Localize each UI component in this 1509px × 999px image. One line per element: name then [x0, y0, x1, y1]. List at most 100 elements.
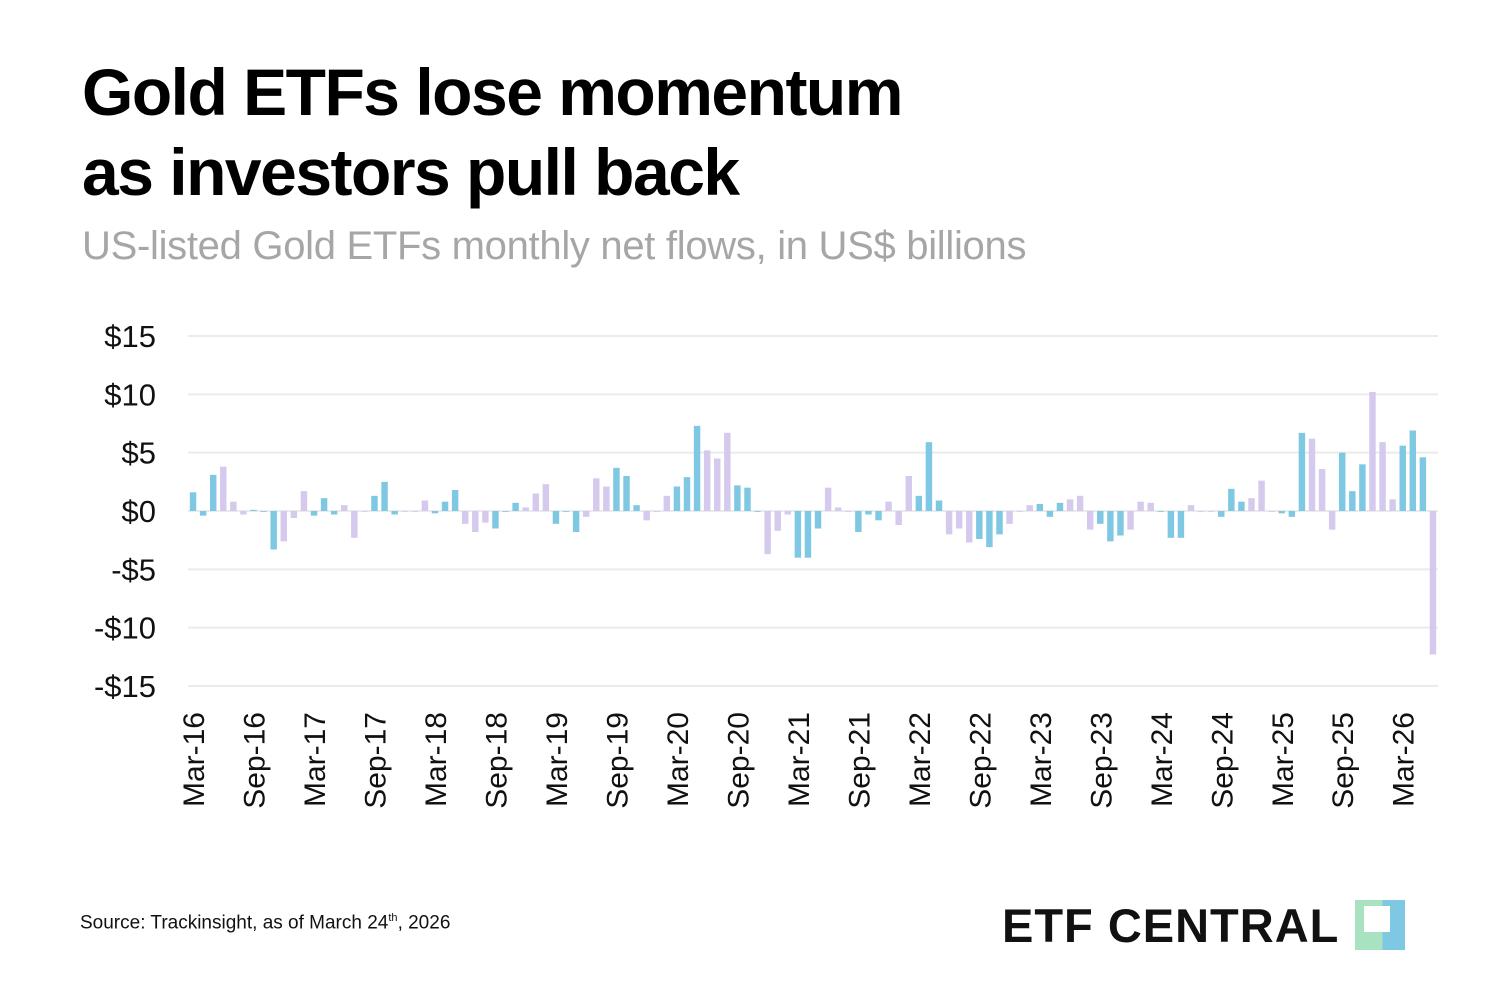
bar-Apr-23 [1046, 511, 1054, 517]
x-tick-label: Mar-20 [662, 712, 695, 807]
x-tick-label: Sep-24 [1206, 712, 1239, 809]
bar-Jun-22 [945, 511, 953, 535]
bar-Jul-21 [834, 507, 842, 511]
source-superscript: th [388, 912, 398, 924]
bar-Sep-18 [492, 511, 499, 529]
x-tick-label: Mar-21 [783, 712, 816, 807]
bar-Mar-18 [431, 511, 439, 514]
bar-Jan-20 [653, 511, 660, 512]
bar-Jul-22 [955, 511, 963, 529]
y-tick-label: $10 [104, 377, 156, 412]
bar-May-24 [1177, 511, 1185, 538]
bar-Jan-18 [411, 511, 419, 512]
bar-Sep-17 [371, 495, 378, 511]
bar-Jun-18 [461, 511, 469, 524]
bar-Feb-23 [1026, 505, 1033, 511]
x-tick-label: Mar-16 [178, 712, 211, 807]
bar-Jan-21 [774, 511, 781, 531]
bar-Sep-16 [250, 509, 257, 511]
bar-Mar-25 [1278, 511, 1285, 514]
bar-Mar-24 [1157, 511, 1165, 512]
bar-Oct-17 [381, 481, 388, 511]
bar-Nov-17 [391, 511, 398, 515]
bar-Dec-20 [764, 511, 771, 555]
bar-Jul-23 [1076, 495, 1084, 511]
bar-Jun-17 [341, 505, 348, 511]
bar-Jun-24 [1187, 505, 1195, 511]
x-tick-label: Mar-24 [1146, 712, 1179, 807]
source-year: , 2026 [397, 912, 451, 934]
bar-Aug-22 [966, 511, 973, 543]
bar-Jul-24 [1197, 511, 1205, 512]
bar-Nov-18 [512, 502, 519, 511]
bar-Feb-24 [1147, 502, 1154, 511]
bar-Aug-19 [603, 486, 610, 511]
chart-title-line-2: as investors pull back [82, 135, 740, 209]
bar-Apr-20 [683, 477, 691, 511]
source-note: Source: Trackinsight, as of March 24th, … [80, 912, 450, 934]
x-tick-label: Mar-18 [420, 712, 453, 807]
bar-Jul-16 [230, 501, 237, 511]
y-tick-label: -$5 [111, 552, 156, 587]
chart-subtitle: US-listed Gold ETFs monthly net flows, i… [82, 224, 1027, 268]
bar-Jul-19 [593, 478, 600, 511]
bar-Mar-17 [310, 511, 318, 516]
bar-Nov-21 [875, 511, 882, 521]
x-tick-label: Sep-19 [601, 712, 634, 809]
y-tick-label: $5 [122, 436, 156, 471]
brand-name: ETF CENTRAL [1002, 898, 1340, 952]
bar-undefined [1409, 430, 1417, 511]
x-tick-label: Sep-18 [480, 712, 513, 809]
bar-May-17 [330, 511, 338, 515]
bar-Oct-25 [1349, 491, 1356, 511]
y-tick-label: -$10 [94, 611, 156, 646]
bar-undefined [1419, 457, 1427, 511]
bar-Feb-17 [300, 491, 308, 511]
bar-Mar-19 [552, 511, 560, 524]
bar-Nov-20 [754, 511, 761, 512]
x-tick-label: Mar-17 [299, 712, 332, 807]
bar-Apr-21 [804, 511, 812, 558]
bar-Aug-21 [845, 511, 852, 512]
logo-cutout [1364, 906, 1391, 932]
bar-Dec-24 [1248, 498, 1255, 511]
bar-Sep-24 [1218, 511, 1225, 517]
bar-Jun-23 [1066, 499, 1074, 511]
bar-Oct-23 [1107, 511, 1114, 542]
bar-Feb-26 [1389, 499, 1396, 511]
bar-Aug-20 [724, 432, 731, 511]
y-tick-label: -$15 [94, 669, 156, 704]
bar-Jan-17 [290, 511, 298, 518]
x-tick-label: Sep-16 [239, 712, 272, 809]
bar-Jan-19 [532, 493, 540, 511]
bar-Jun-19 [582, 511, 590, 517]
x-tick-label: Sep-20 [722, 712, 755, 809]
bar-Apr-25 [1288, 511, 1296, 517]
bar-Sep-20 [734, 485, 741, 511]
bar-Feb-20 [663, 495, 671, 511]
bar-Nov-25 [1359, 464, 1366, 511]
bar-Sep-25 [1339, 452, 1346, 511]
x-tick-label: Mar-26 [1388, 712, 1421, 807]
bar-Aug-24 [1207, 511, 1215, 512]
bar-Sep-22 [976, 511, 983, 539]
bar-Dec-21 [885, 501, 892, 511]
bar-Jul-25 [1318, 469, 1326, 511]
bar-Apr-18 [441, 501, 449, 511]
bar-Apr-17 [320, 498, 328, 511]
x-tick-label: Sep-25 [1327, 712, 1360, 809]
x-tick-label: Sep-21 [843, 712, 876, 809]
bar-Mar-21 [794, 511, 802, 558]
bar-Oct-16 [260, 511, 267, 512]
bar-Dec-18 [522, 507, 529, 511]
bar-Apr-22 [925, 442, 933, 511]
bar-Feb-25 [1268, 511, 1275, 512]
y-tick-label: $0 [122, 494, 156, 529]
bar-Jan-23 [1016, 511, 1023, 512]
bar-Jun-16 [220, 466, 227, 511]
bar-Jul-18 [472, 511, 479, 532]
bar-Dec-25 [1369, 392, 1376, 511]
brand-logo: ETF CENTRAL [1002, 895, 1406, 955]
bar-Sep-21 [855, 511, 862, 532]
bar-May-25 [1298, 432, 1306, 511]
